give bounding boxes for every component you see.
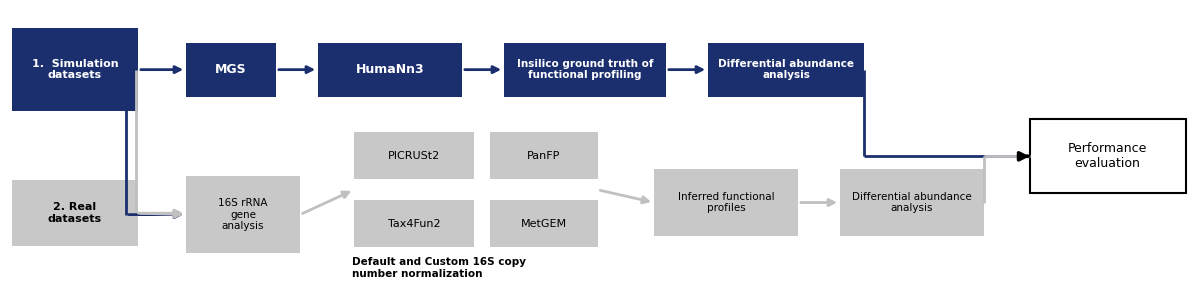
Text: Inferred functional
profiles: Inferred functional profiles: [678, 192, 774, 213]
FancyBboxPatch shape: [354, 132, 474, 179]
Text: 2. Real
datasets: 2. Real datasets: [48, 202, 102, 224]
Text: PanFP: PanFP: [527, 151, 560, 161]
Text: Insilico ground truth of
functional profiling: Insilico ground truth of functional prof…: [517, 59, 653, 80]
Text: PICRUSt2: PICRUSt2: [388, 151, 440, 161]
FancyBboxPatch shape: [840, 169, 984, 236]
FancyBboxPatch shape: [654, 169, 798, 236]
FancyBboxPatch shape: [12, 180, 138, 246]
Text: HumaNn3: HumaNn3: [355, 63, 425, 76]
FancyBboxPatch shape: [1030, 119, 1186, 193]
FancyBboxPatch shape: [490, 200, 598, 247]
Text: 16S rRNA
gene
analysis: 16S rRNA gene analysis: [218, 198, 268, 231]
Text: MetGEM: MetGEM: [521, 219, 566, 229]
Text: Differential abundance
analysis: Differential abundance analysis: [718, 59, 854, 80]
FancyBboxPatch shape: [708, 43, 864, 97]
Text: 1.  Simulation
datasets: 1. Simulation datasets: [31, 59, 119, 80]
FancyBboxPatch shape: [504, 43, 666, 97]
FancyBboxPatch shape: [354, 200, 474, 247]
FancyBboxPatch shape: [186, 176, 300, 253]
FancyBboxPatch shape: [490, 132, 598, 179]
Text: Default and Custom 16S copy
number normalization: Default and Custom 16S copy number norma…: [352, 257, 526, 279]
Text: MGS: MGS: [215, 63, 247, 76]
FancyBboxPatch shape: [186, 43, 276, 97]
FancyBboxPatch shape: [12, 28, 138, 111]
Text: Tax4Fun2: Tax4Fun2: [388, 219, 440, 229]
Text: Differential abundance
analysis: Differential abundance analysis: [852, 192, 972, 213]
Text: Performance
evaluation: Performance evaluation: [1068, 142, 1147, 170]
FancyBboxPatch shape: [318, 43, 462, 97]
